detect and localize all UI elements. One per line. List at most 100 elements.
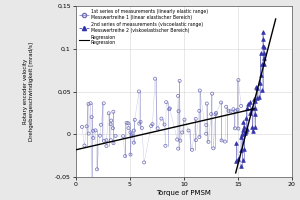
Point [255,86,260,89]
Point [167,108,172,111]
Point [239,149,244,152]
Point [236,78,241,82]
Point [250,106,254,109]
Point [132,118,137,121]
Point [211,147,216,150]
Point [91,136,96,140]
Point [98,123,103,126]
Point [84,125,89,128]
Point [150,123,155,126]
X-axis label: Torque of PMSM: Torque of PMSM [156,190,211,196]
Point [234,141,239,145]
Point [231,108,236,111]
Point [182,118,187,121]
Point [113,134,118,137]
Point [104,139,109,142]
Point [178,139,183,142]
Point [86,102,91,106]
Point [242,148,247,151]
Point [252,112,257,115]
Point [140,126,144,130]
Point [248,101,253,104]
Point [244,130,249,133]
Point [238,165,243,168]
Point [94,168,99,171]
Point [204,132,208,135]
Point [242,131,247,134]
Point [197,89,202,92]
Point [155,127,160,130]
Point [167,107,172,110]
Point [129,134,134,137]
Point [244,106,249,109]
Point [89,115,94,119]
Point [250,125,255,128]
Point [236,127,241,130]
Point [256,96,261,99]
Text: Rotary encoder velocity
Drehgebergeschwindigkeit [mrad/s]: Rotary encoder velocity Drehgebergeschwi… [23,42,34,141]
Point [204,102,209,105]
Point [262,46,266,49]
Point [129,133,134,136]
Point [159,117,164,120]
Point [131,129,136,132]
Point [131,141,136,144]
Point [245,127,250,130]
Point [176,110,181,113]
Point [109,119,113,122]
Point [219,139,224,142]
Point [258,74,263,77]
Point [248,111,253,114]
Point [261,63,266,66]
Point [244,116,249,120]
Point [108,123,113,126]
Point [243,131,248,134]
Point [176,94,181,98]
Point [228,110,233,113]
Point [153,77,158,80]
Point [234,160,239,163]
Point [252,99,257,102]
Point [254,97,259,100]
Point [109,139,113,142]
Point [240,133,244,136]
Point [82,144,87,147]
Point [128,131,133,134]
Point [209,112,214,116]
Point [240,128,245,131]
Point [246,103,250,106]
Point [261,45,266,48]
Point [162,123,167,126]
Point [110,127,115,130]
Point [197,109,202,112]
Point [262,56,266,59]
Point [186,129,191,132]
Point [224,105,229,108]
Point [233,110,238,113]
Point [164,101,169,104]
Point [121,135,125,138]
Point [259,63,264,66]
Point [193,117,198,121]
Point [175,138,180,141]
Point [239,104,244,107]
Point [206,140,211,143]
Point [89,180,94,183]
Point [136,90,141,93]
Point [126,122,131,125]
Point [252,98,256,101]
Point [242,126,246,129]
Point [163,144,168,147]
Point [80,125,84,128]
Point [241,120,246,123]
Point [226,109,231,112]
Point [214,111,218,114]
Point [252,106,257,110]
Legend: 1st series of measurements (linearly elastic range)
Messwertreihe 1 (linear elas: 1st series of measurements (linearly ela… [78,8,209,46]
Point [260,88,265,91]
Point [102,139,106,142]
Point [142,161,146,164]
Point [261,38,266,41]
Point [194,139,198,142]
Point [104,144,109,148]
